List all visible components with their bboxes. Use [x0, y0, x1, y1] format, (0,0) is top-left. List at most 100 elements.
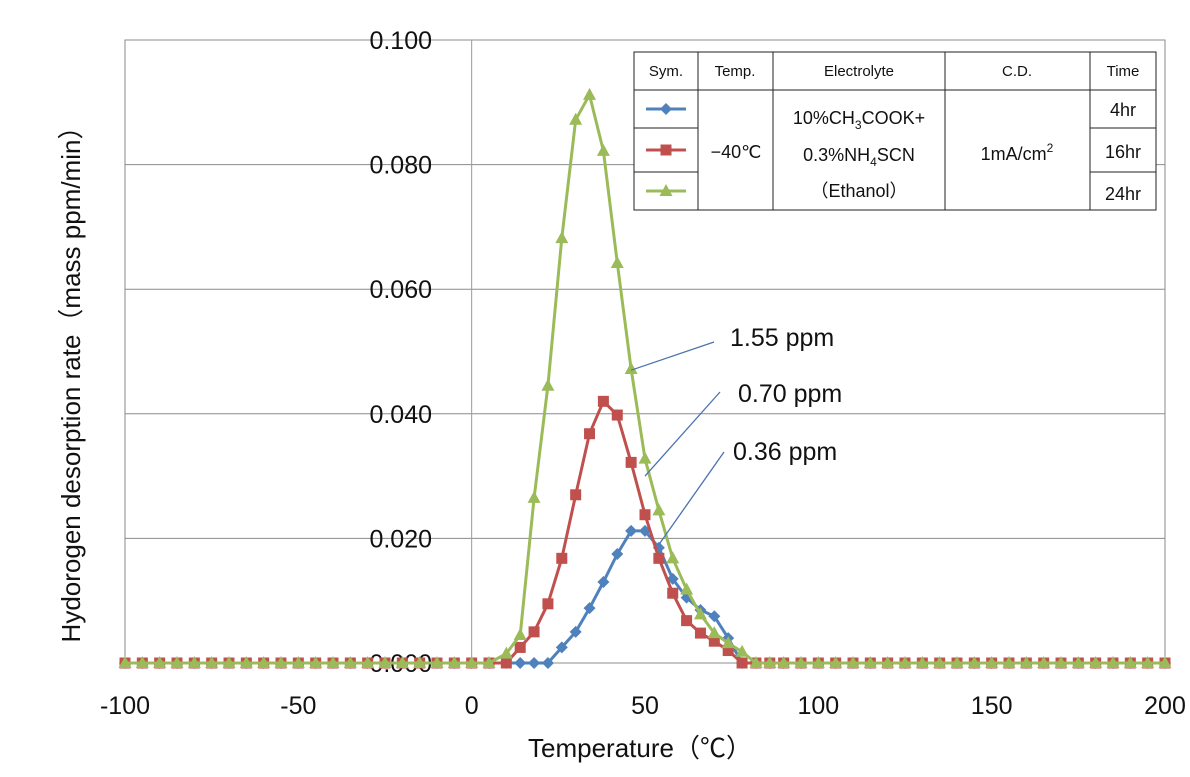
data-point: [556, 552, 568, 564]
data-point: [1141, 656, 1155, 668]
data-point: [514, 657, 527, 669]
data-point: [736, 657, 748, 669]
annotation-label: 1.55 ppm: [730, 324, 834, 352]
y-tick-label: 0.020: [369, 525, 432, 553]
data-point: [597, 395, 609, 407]
legend-header-electrolyte: Electrolyte: [824, 63, 894, 80]
data-point: [291, 656, 305, 668]
x-tick-label: 0: [465, 692, 479, 720]
data-point: [482, 656, 496, 668]
data-point: [395, 656, 409, 668]
y-tick-label: 0.060: [369, 276, 432, 304]
data-point: [378, 656, 392, 668]
data-point: [514, 641, 526, 653]
data-point: [135, 656, 149, 668]
x-tick-labels: -100 -50 0 50 100 150 200: [100, 692, 1186, 720]
data-point: [915, 656, 929, 668]
data-point: [569, 625, 582, 638]
data-point: [653, 552, 665, 564]
data-point: [326, 656, 340, 668]
legend-symbol-s4: [646, 103, 686, 115]
data-point: [693, 607, 707, 620]
y-tick-label: 0.080: [369, 152, 432, 180]
data-point: [583, 602, 596, 615]
data-point: [1089, 656, 1103, 668]
legend-time-16hr: 16hr: [1105, 142, 1141, 162]
data-point: [541, 378, 555, 391]
data-point: [413, 656, 427, 668]
legend-marker: [660, 103, 672, 115]
annotation-label: 0.36 ppm: [733, 438, 837, 466]
data-point: [666, 551, 680, 564]
x-tick-label: -100: [100, 692, 150, 720]
data-point: [625, 456, 637, 468]
data-point: [794, 656, 808, 668]
data-point: [222, 656, 236, 668]
data-point: [708, 635, 720, 647]
annotation-label: 0.70 ppm: [738, 380, 842, 408]
data-point: [881, 656, 895, 668]
data-point: [1158, 656, 1172, 668]
x-tick-label: 150: [971, 692, 1013, 720]
legend-electrolyte-line1: 10%CH3COOK+: [793, 108, 925, 132]
data-point: [694, 627, 706, 639]
x-tick-label: -50: [280, 692, 316, 720]
data-point: [257, 656, 271, 668]
data-point: [343, 656, 357, 668]
data-point: [239, 656, 253, 668]
data-point: [361, 656, 375, 668]
data-point: [527, 490, 541, 503]
data-point: [170, 656, 184, 668]
data-point: [205, 656, 219, 668]
data-point: [829, 656, 843, 668]
data-point: [680, 582, 694, 595]
annotation-leader: [658, 451, 725, 546]
data-point: [1123, 656, 1137, 668]
data-point: [309, 656, 323, 668]
legend-symbol-s24: [646, 184, 686, 196]
data-point: [707, 626, 721, 639]
legend-symbols: [646, 103, 686, 196]
data-point: [985, 656, 999, 668]
y-tick-label: 0.100: [369, 27, 432, 55]
legend-table: Sym. Temp. Electrolyte C.D. Time −40℃ 10…: [633, 51, 1157, 211]
legend-time-24hr: 24hr: [1105, 184, 1141, 204]
y-axis-title: Hydorogen desorption rate（mass ppm/min）: [56, 114, 86, 643]
x-axis-title: Temperature（℃）: [528, 733, 752, 763]
data-point: [596, 143, 610, 156]
legend-header-sym: Sym.: [649, 63, 683, 80]
x-tick-label: 100: [797, 692, 839, 720]
data-point: [1054, 656, 1068, 668]
legend-cd: 1mA/cm2: [981, 141, 1054, 164]
data-point: [777, 656, 791, 668]
data-point: [625, 524, 638, 537]
data-point: [811, 656, 825, 668]
data-point: [863, 656, 877, 668]
legend-temp: −40℃: [711, 142, 762, 162]
data-point: [153, 656, 167, 668]
legend-marker: [659, 184, 673, 196]
legend-electrolyte-line3: （Ethanol）: [810, 181, 907, 201]
data-point: [584, 428, 596, 440]
data-point: [611, 409, 623, 421]
data-point: [652, 503, 666, 516]
data-point: [1071, 656, 1085, 668]
data-point: [1106, 656, 1120, 668]
data-point: [638, 451, 652, 464]
x-tick-label: 200: [1144, 692, 1186, 720]
data-point: [610, 256, 624, 269]
data-point: [721, 636, 735, 649]
data-point: [681, 615, 693, 627]
data-point: [667, 587, 679, 599]
data-point: [898, 656, 912, 668]
data-point: [722, 645, 734, 657]
data-point: [513, 627, 527, 640]
data-point: [528, 626, 540, 638]
legend-symbol-s16: [646, 144, 686, 156]
x-tick-label: 50: [631, 692, 659, 720]
series-s24: [118, 87, 1172, 668]
series-group: [118, 87, 1172, 669]
data-point: [933, 656, 947, 668]
data-point: [749, 656, 763, 668]
data-point: [555, 641, 568, 654]
